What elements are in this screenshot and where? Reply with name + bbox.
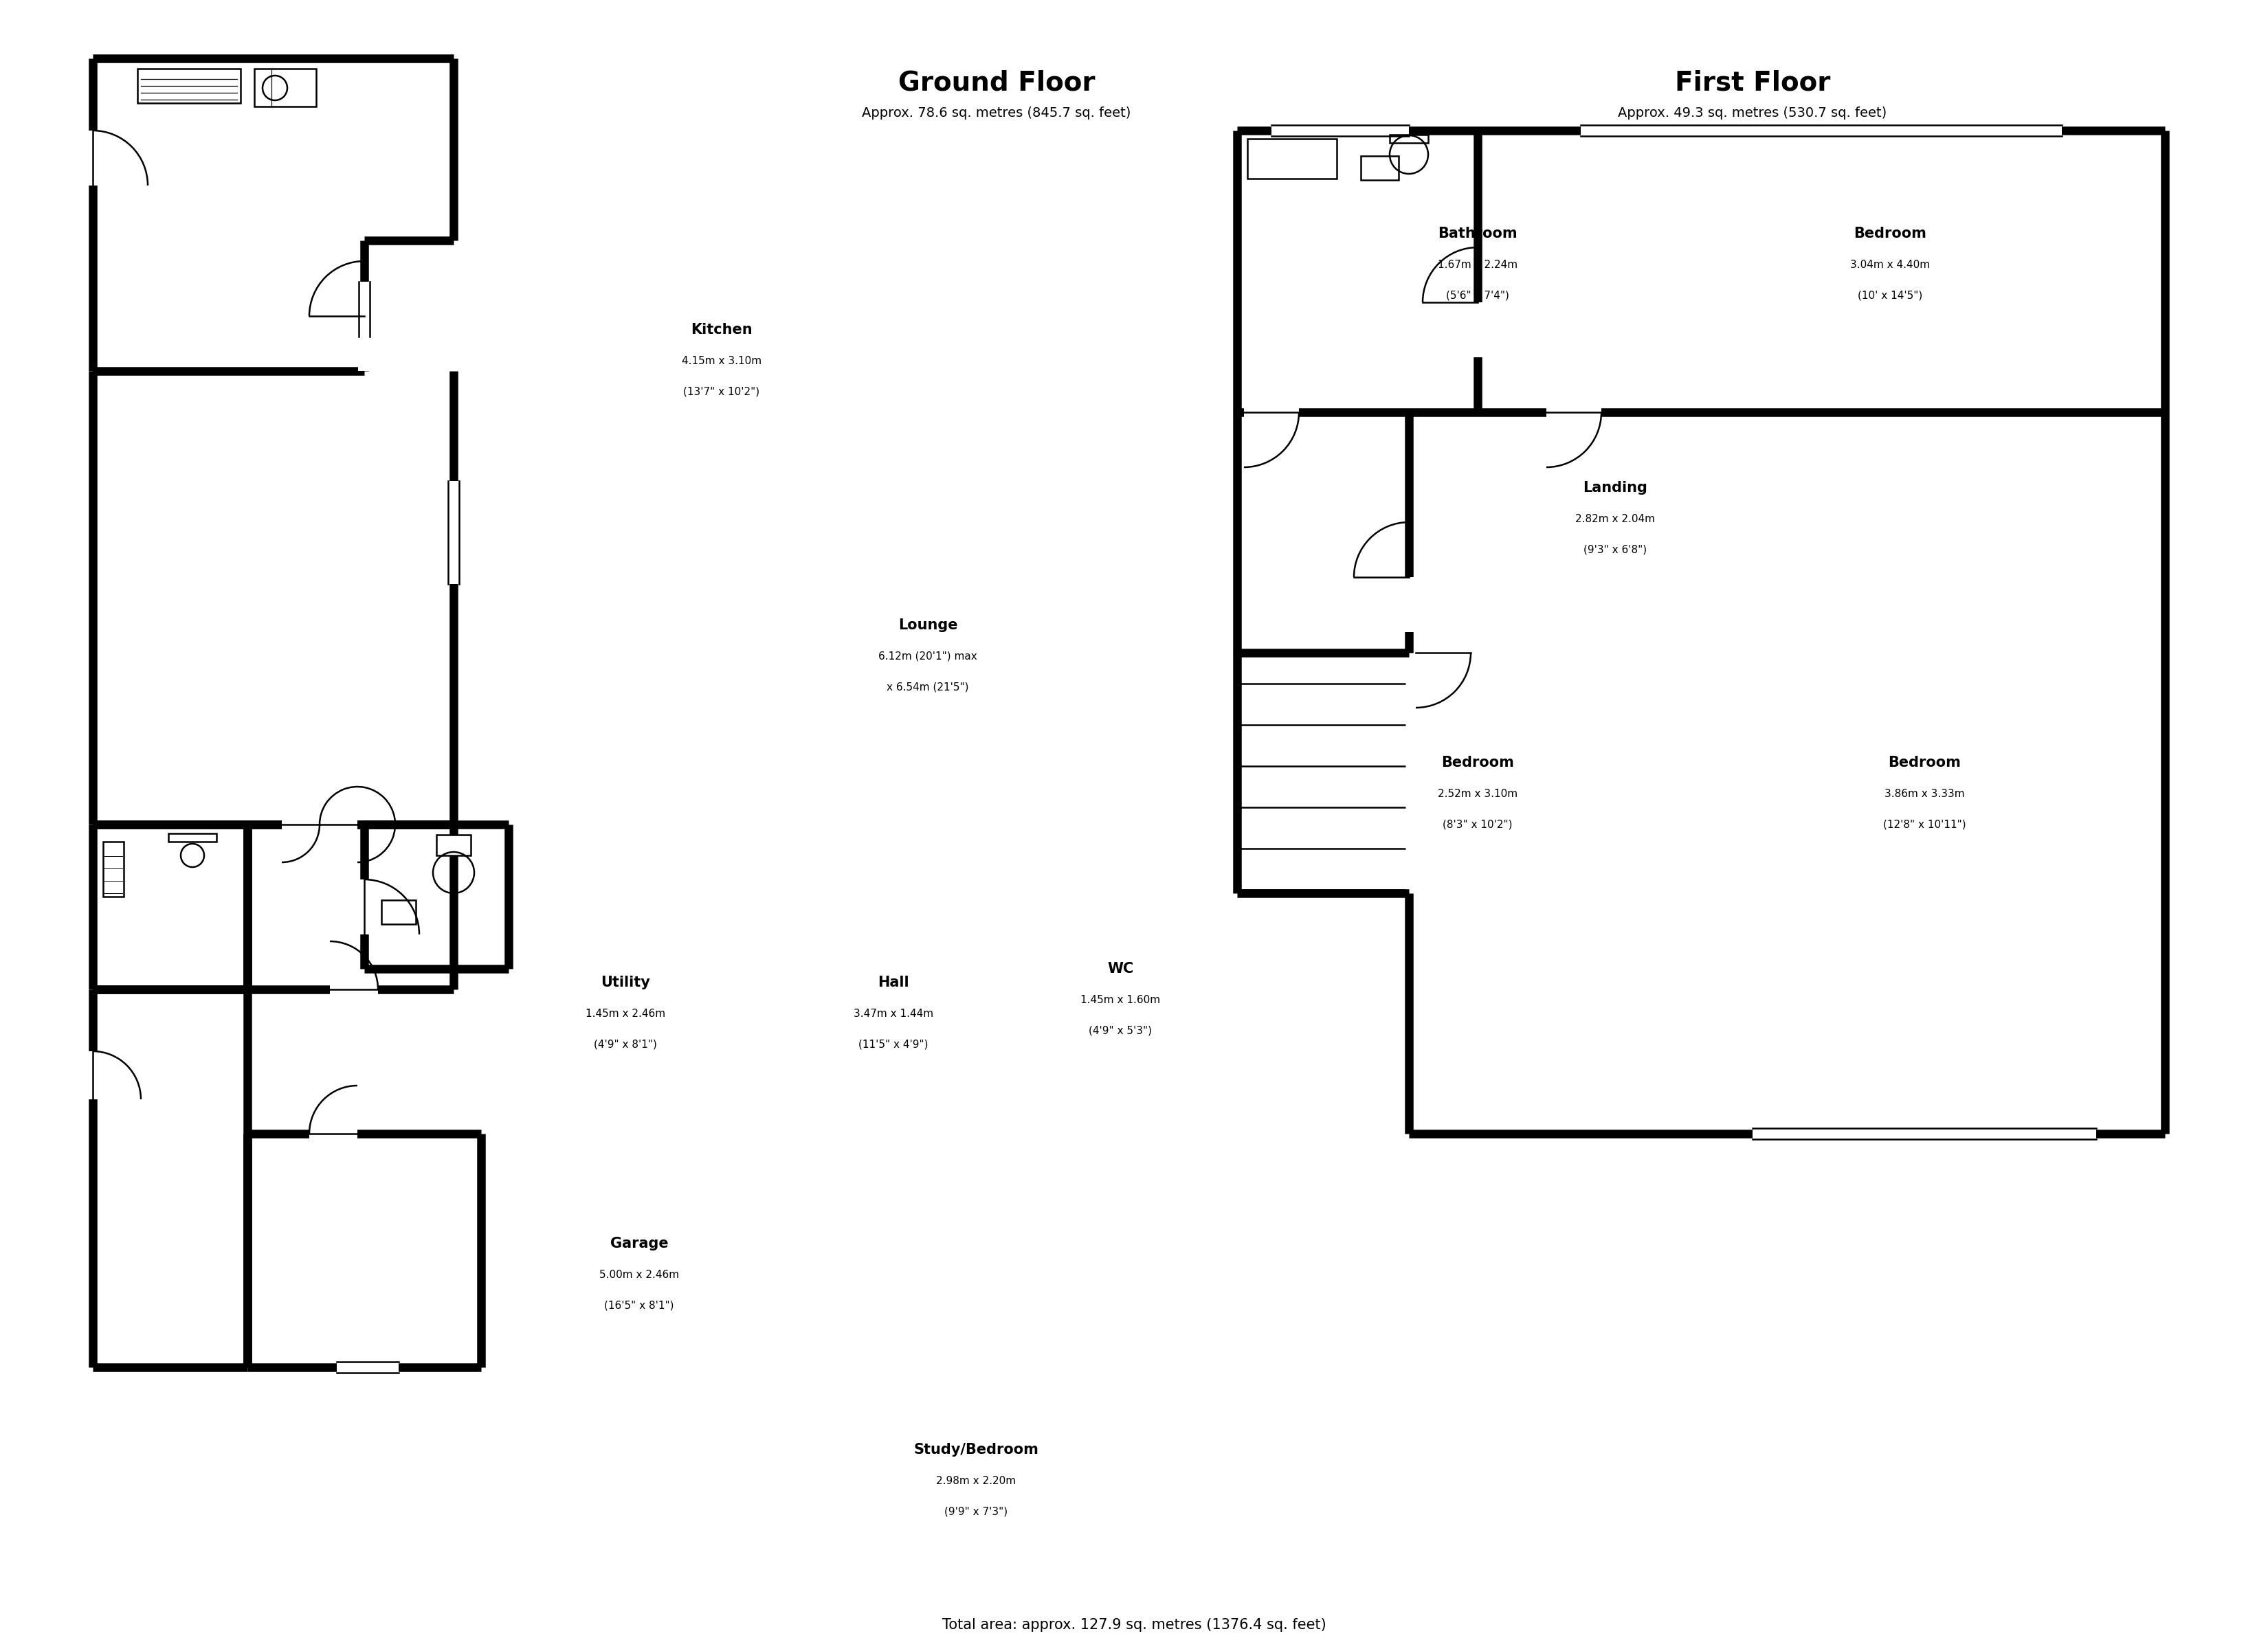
Text: 1.45m x 2.46m: 1.45m x 2.46m xyxy=(585,1008,665,1019)
Text: (5'6" x 7'4"): (5'6" x 7'4") xyxy=(1447,290,1508,300)
Text: Kitchen: Kitchen xyxy=(692,323,753,336)
Bar xyxy=(1390,135,1429,143)
Text: Approx. 78.6 sq. metres (845.7 sq. feet): Approx. 78.6 sq. metres (845.7 sq. feet) xyxy=(862,107,1132,120)
Text: Ground Floor: Ground Floor xyxy=(898,69,1095,96)
Bar xyxy=(168,833,215,841)
Text: 5.00m x 2.46m: 5.00m x 2.46m xyxy=(599,1270,678,1280)
Text: (12'8" x 10'11"): (12'8" x 10'11") xyxy=(1882,820,1966,829)
Text: (9'9" x 7'3"): (9'9" x 7'3") xyxy=(943,1507,1007,1517)
Bar xyxy=(138,69,240,102)
Bar xyxy=(381,900,415,923)
Text: 3.04m x 4.40m: 3.04m x 4.40m xyxy=(1851,259,1930,270)
Text: Lounge: Lounge xyxy=(898,618,957,632)
Bar xyxy=(1247,139,1336,178)
Text: 2.82m x 2.04m: 2.82m x 2.04m xyxy=(1576,513,1656,524)
Text: 3.86m x 3.33m: 3.86m x 3.33m xyxy=(1885,788,1964,798)
Text: 1.67m x 2.24m: 1.67m x 2.24m xyxy=(1438,259,1517,270)
Text: Study/Bedroom: Study/Bedroom xyxy=(914,1443,1039,1456)
Text: WC: WC xyxy=(1107,961,1134,976)
Bar xyxy=(254,69,315,107)
Bar xyxy=(1361,157,1399,180)
Text: 3.47m x 1.44m: 3.47m x 1.44m xyxy=(853,1008,934,1019)
Text: (13'7" x 10'2"): (13'7" x 10'2") xyxy=(683,386,760,397)
Text: (4'9" x 5'3"): (4'9" x 5'3") xyxy=(1089,1026,1152,1036)
Text: 4.15m x 3.10m: 4.15m x 3.10m xyxy=(683,356,762,366)
Text: (10' x 14'5"): (10' x 14'5") xyxy=(1857,290,1923,300)
Text: Bedroom: Bedroom xyxy=(1853,226,1926,241)
Text: Bathroom: Bathroom xyxy=(1438,226,1517,241)
Text: First Floor: First Floor xyxy=(1674,69,1830,96)
Text: Bedroom: Bedroom xyxy=(1440,755,1515,770)
Text: Utility: Utility xyxy=(601,976,651,989)
Text: x 6.54m (21'5"): x 6.54m (21'5") xyxy=(887,683,968,693)
Text: Landing: Landing xyxy=(1583,482,1647,495)
Bar xyxy=(102,841,125,897)
Text: 1.45m x 1.60m: 1.45m x 1.60m xyxy=(1080,994,1161,1004)
Text: (4'9" x 8'1"): (4'9" x 8'1") xyxy=(594,1039,658,1049)
Text: 2.52m x 3.10m: 2.52m x 3.10m xyxy=(1438,788,1517,798)
Text: (11'5" x 4'9"): (11'5" x 4'9") xyxy=(860,1039,928,1049)
Text: (9'3" x 6'8"): (9'3" x 6'8") xyxy=(1583,544,1647,554)
Bar xyxy=(435,834,472,856)
Text: (8'3" x 10'2"): (8'3" x 10'2") xyxy=(1442,820,1513,829)
Text: Bedroom: Bedroom xyxy=(1887,755,1962,770)
Text: (16'5" x 8'1"): (16'5" x 8'1") xyxy=(603,1301,674,1311)
Text: 6.12m (20'1") max: 6.12m (20'1") max xyxy=(878,651,978,661)
Text: 2.98m x 2.20m: 2.98m x 2.20m xyxy=(937,1476,1016,1486)
Text: Total area: approx. 127.9 sq. metres (1376.4 sq. feet): Total area: approx. 127.9 sq. metres (13… xyxy=(941,1618,1327,1633)
Text: Approx. 49.3 sq. metres (530.7 sq. feet): Approx. 49.3 sq. metres (530.7 sq. feet) xyxy=(1617,107,1887,120)
Text: Hall: Hall xyxy=(878,976,909,989)
Text: Garage: Garage xyxy=(610,1237,669,1250)
